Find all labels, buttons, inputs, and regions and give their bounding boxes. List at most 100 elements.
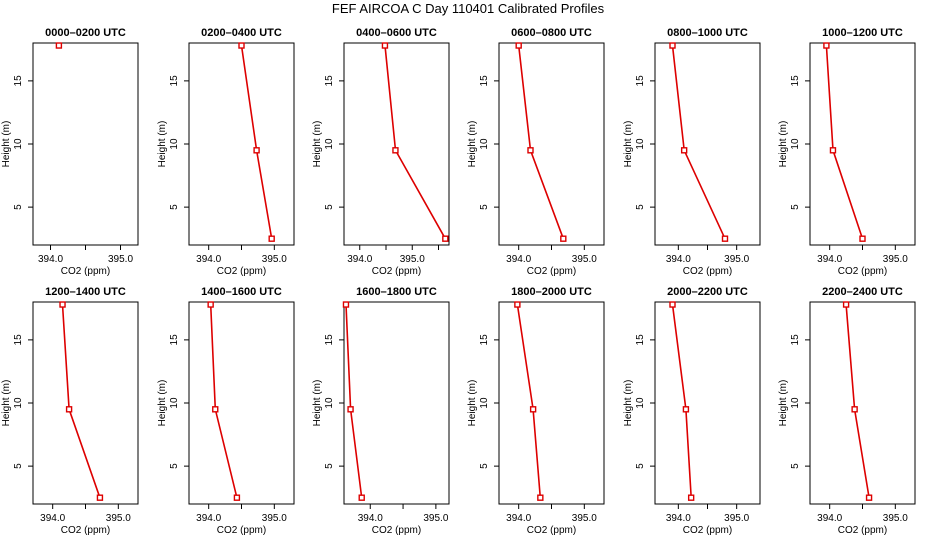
profile-line <box>825 45 864 239</box>
x-tick-label: 395.0 <box>572 254 597 265</box>
x-tick-label: 394.0 <box>38 254 63 265</box>
y-tick-label: 5 <box>169 463 180 469</box>
data-point <box>823 42 830 49</box>
y-tick-label: 5 <box>790 204 801 210</box>
x-tick-label: 394.0 <box>347 254 372 265</box>
plot-frame <box>654 301 761 505</box>
profile-line <box>671 304 692 498</box>
y-tick-label: 10 <box>790 138 801 150</box>
y-tick-label: 15 <box>169 334 180 346</box>
data-point <box>238 42 245 49</box>
y-tick-label: 15 <box>790 334 801 346</box>
data-point <box>842 301 850 308</box>
plot-frame <box>343 42 450 246</box>
plot-frame <box>343 301 450 505</box>
x-tick-label: 394.0 <box>817 513 842 524</box>
data-point <box>207 301 214 308</box>
x-tick-label: 395.0 <box>724 254 749 265</box>
y-tick-label: 10 <box>635 397 646 409</box>
plot-frame <box>809 42 916 246</box>
data-point <box>669 42 676 49</box>
y-tick-label: 10 <box>324 138 335 150</box>
panel-title: 2200–2400 UTC <box>822 286 903 298</box>
x-tick-label: 395.0 <box>106 513 131 524</box>
panel-title: 1800–2000 UTC <box>511 286 592 298</box>
data-point <box>358 494 365 501</box>
data-point <box>687 494 695 501</box>
data-point <box>96 494 104 501</box>
profile-line <box>516 304 542 498</box>
y-axis-label: Height (m) <box>467 121 478 168</box>
page-title: FEF AIRCOA C Day 110401 Calibrated Profi… <box>331 1 605 16</box>
data-point <box>851 406 858 413</box>
y-axis-label: Height (m) <box>157 121 168 168</box>
data-point <box>514 301 521 308</box>
y-tick-label: 15 <box>324 75 335 87</box>
y-tick-label: 10 <box>790 397 801 409</box>
y-tick-label: 10 <box>635 138 646 150</box>
plot-frame <box>188 301 295 505</box>
panel-title: 1200–1400 UTC <box>45 286 126 298</box>
y-tick-label: 15 <box>324 334 335 346</box>
data-point <box>865 494 873 501</box>
profile-line <box>345 304 363 498</box>
panel-title: 0400–0600 UTC <box>356 27 437 39</box>
y-tick-label: 5 <box>790 463 801 469</box>
y-tick-label: 15 <box>169 75 180 87</box>
data-point <box>59 301 66 308</box>
x-tick-label: 395.0 <box>423 513 448 524</box>
y-tick-label: 10 <box>324 397 335 409</box>
y-axis-label: Height (m) <box>623 380 634 427</box>
y-tick-label: 10 <box>479 397 490 409</box>
x-axis-label: CO2 (ppm) <box>683 266 732 277</box>
x-tick-label: 394.0 <box>40 513 65 524</box>
y-tick-label: 10 <box>169 138 180 150</box>
plot-frame <box>32 42 139 246</box>
x-axis-label: CO2 (ppm) <box>61 266 110 277</box>
data-point <box>55 42 63 49</box>
x-axis-label: CO2 (ppm) <box>838 266 887 277</box>
y-tick-label: 15 <box>13 75 24 87</box>
data-point <box>515 42 522 49</box>
x-tick-label: 395.0 <box>724 513 749 524</box>
panel-title: 0800–1000 UTC <box>667 27 748 39</box>
y-axis-label: Height (m) <box>157 380 168 427</box>
plot-frame <box>498 301 605 505</box>
data-point <box>392 147 399 154</box>
x-tick-label: 394.0 <box>666 254 691 265</box>
x-axis-label: CO2 (ppm) <box>372 525 421 536</box>
profile-line <box>671 45 726 240</box>
x-axis-label: CO2 (ppm) <box>61 525 110 536</box>
x-axis-label: CO2 (ppm) <box>217 266 266 277</box>
x-tick-label: 394.0 <box>196 254 221 265</box>
data-point <box>859 235 866 242</box>
y-tick-label: 5 <box>635 204 646 210</box>
y-tick-label: 15 <box>13 334 24 346</box>
plot-frame <box>809 301 916 505</box>
profile-line <box>61 304 101 498</box>
data-point <box>721 235 729 242</box>
y-axis-label: Height (m) <box>312 380 323 427</box>
data-point <box>347 406 354 413</box>
y-axis-label: Height (m) <box>1 121 12 168</box>
y-tick-label: 5 <box>479 204 490 210</box>
x-axis-label: CO2 (ppm) <box>217 525 266 536</box>
y-tick-label: 15 <box>635 334 646 346</box>
data-point <box>65 406 73 413</box>
y-tick-label: 5 <box>635 463 646 469</box>
profile-line <box>845 304 870 498</box>
y-tick-label: 10 <box>169 397 180 409</box>
x-tick-label: 395.0 <box>883 513 908 524</box>
x-tick-label: 394.0 <box>506 513 531 524</box>
data-point <box>442 235 449 242</box>
y-tick-label: 5 <box>479 463 490 469</box>
plot-frame <box>188 42 295 246</box>
